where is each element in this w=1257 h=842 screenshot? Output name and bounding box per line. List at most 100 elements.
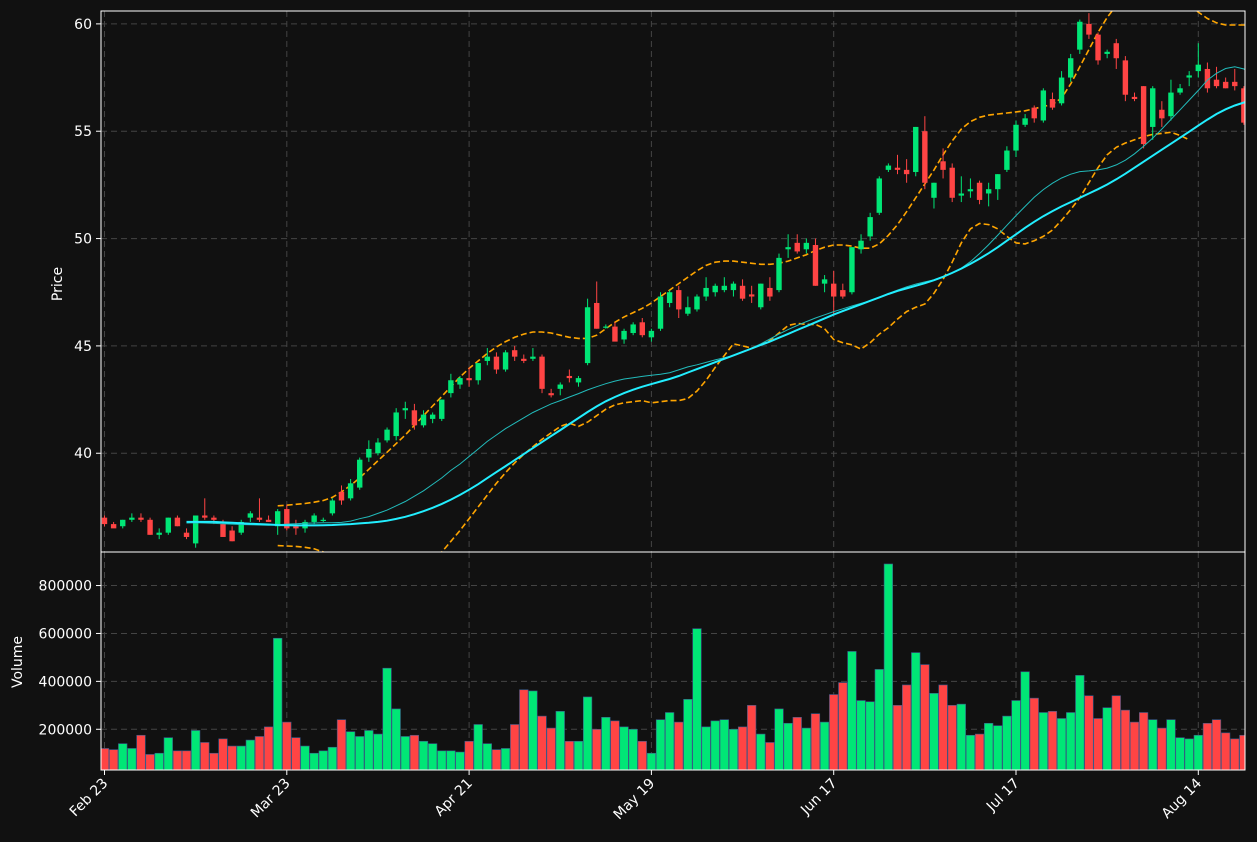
volume-bar [382,667,392,770]
volume-bar [774,708,784,770]
candle-body [256,517,263,520]
candle-body [995,174,1001,190]
candle-body [849,247,855,293]
volume-bar [674,721,684,770]
volume-bar [1221,732,1231,770]
volume-bar [1093,718,1103,770]
candle-body [466,378,472,381]
candle-body [211,517,217,520]
volume-bar [181,750,192,770]
volume-axis-label: Volume [10,636,26,688]
candle-body [903,169,910,175]
candle-body [657,296,664,329]
volume-bar [956,703,966,770]
volume-bar [765,742,775,770]
candle-body [530,356,536,359]
volume-bar [920,664,930,770]
volume-bar [874,669,884,770]
price-panel: 40 45 50 55 60 Price [50,10,1246,553]
candle-body [1013,124,1019,151]
candle-body [1159,109,1165,119]
volume-bar [619,726,629,770]
candle-body [940,161,946,170]
volume-bar [865,701,875,770]
volume-bar [1148,719,1158,770]
candle-body [329,500,336,514]
volume-bar [491,749,502,770]
candle-body [612,326,618,342]
candle-body [676,290,682,310]
volume-y-ticks: 200000 400000 600000 800000 [39,579,101,738]
candle-body [1195,64,1201,72]
volume-bar [1111,695,1121,770]
volume-bar [555,711,565,770]
candle-body [603,326,609,328]
price-axis-label: Price [50,267,66,301]
volume-bar [200,742,210,770]
volume-bar [136,734,146,770]
volume-bar [263,726,274,770]
volume-bar [1157,727,1167,770]
volume-bar [902,684,912,770]
volume-bar [500,748,511,770]
volume-bar [346,731,356,770]
candle-body [147,519,153,535]
volume-bar [446,750,456,770]
volume-bar [1002,715,1012,770]
candle-body [202,515,208,518]
volume-bar [537,715,547,770]
candle-body [311,515,317,522]
candle-body [1177,88,1183,93]
candle-body [748,294,755,297]
volume-bar [218,738,228,770]
volume-bar [154,752,164,770]
candle-body [894,167,901,170]
candle-body [858,240,864,250]
volume-bar [984,722,994,770]
candle-body [393,412,399,437]
volume-bar [327,746,337,770]
candle-body [1168,92,1174,117]
volume-bar [856,700,866,770]
candle-body [411,410,418,426]
volume-bar [172,750,183,770]
volume-bar [929,693,939,770]
volume-bar [1211,719,1222,770]
volume-bar [1202,722,1213,770]
volume-bar [227,745,237,770]
candle-body [439,399,445,419]
volume-bar [592,728,602,770]
volume-bar [519,689,529,770]
volume-bar [455,751,465,770]
volume-bar [418,740,429,770]
candle-body [357,459,363,488]
volume-bar [747,705,757,770]
candle-body [129,517,135,520]
volume-bar [273,637,283,770]
volume-bar [1120,709,1130,770]
volume-bar [1102,707,1112,770]
candle-body [502,352,509,370]
price-tick-label: 55 [74,124,92,140]
volume-bar [819,721,830,770]
volume-bar [847,651,857,770]
volume-bar [637,740,647,770]
candle-body [1104,51,1110,54]
candle-body [1031,107,1037,119]
candle-body [457,378,463,385]
candle-body [548,393,554,396]
candle-body [420,414,427,426]
candle-body [293,526,299,529]
volume-bar [911,652,921,770]
candle-body [639,322,645,336]
candle-body [429,414,436,419]
candle-body [1186,75,1192,78]
volume-bar [947,705,957,770]
candle-body [831,283,837,297]
candle-body [511,350,518,357]
volume-bar [245,739,255,770]
candle-body [1140,86,1147,145]
volume-bar [1129,721,1140,770]
candle-body [1150,88,1156,127]
